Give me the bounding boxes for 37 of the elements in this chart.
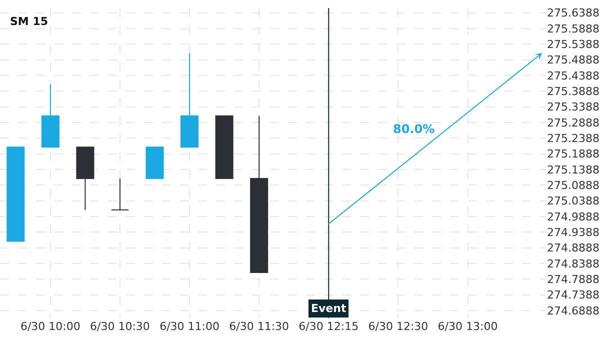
y-tick-label: 275.1888: [547, 148, 600, 161]
y-tick-label: 274.7888: [547, 273, 600, 286]
y-tick-label: 275.3388: [547, 100, 600, 114]
y-tick-label: 275.2888: [547, 116, 600, 130]
x-tick-label: 6/30 11:00: [160, 320, 220, 333]
candlestick: [6, 146, 25, 242]
text: SM 15: [10, 15, 48, 28]
y-tick-label: 274.8888: [547, 242, 600, 255]
x-tick-label: 6/30 12:30: [368, 320, 428, 333]
x-tick-label: 6/30 10:30: [90, 320, 150, 333]
x-tick-label: 6/30 11:30: [229, 320, 290, 333]
y-tick-label: 275.4888: [547, 54, 600, 67]
y-tick-label: 274.8388: [547, 257, 600, 270]
candlestick: [180, 52, 199, 148]
y-tick-label: 275.1388: [547, 163, 600, 176]
y-tick-label: 274.9888: [547, 210, 600, 224]
y-tick-label: 274.9388: [547, 226, 600, 240]
candlestick: [41, 84, 60, 148]
x-tick-label: 6/30 13:00: [438, 320, 498, 333]
y-tick-label: 275.0388: [547, 194, 600, 208]
y-tick-label: 274.6888: [547, 304, 600, 318]
y-tick-label: 275.4388: [547, 69, 600, 82]
y-tick-label: 275.3888: [547, 84, 600, 98]
y-tick-label: 275.6388: [547, 6, 600, 20]
x-tick-label: 6/30 12:15: [298, 320, 359, 333]
candlestick: [76, 146, 94, 210]
y-tick-label: 275.5388: [547, 38, 600, 51]
candlestick: [110, 178, 129, 210]
candlestick: [146, 146, 164, 180]
ref-line-label: Event: [311, 302, 346, 315]
annotation: 80.0%: [393, 122, 435, 136]
x-tick-label: 6/30 10:00: [20, 320, 80, 333]
y-tick-label: 275.0888: [547, 179, 600, 192]
y-tick-label: 275.2388: [547, 132, 600, 145]
y-tick-label: 274.7388: [547, 288, 600, 302]
candlestick: [215, 115, 234, 180]
y-tick-label: 275.5888: [547, 22, 600, 36]
